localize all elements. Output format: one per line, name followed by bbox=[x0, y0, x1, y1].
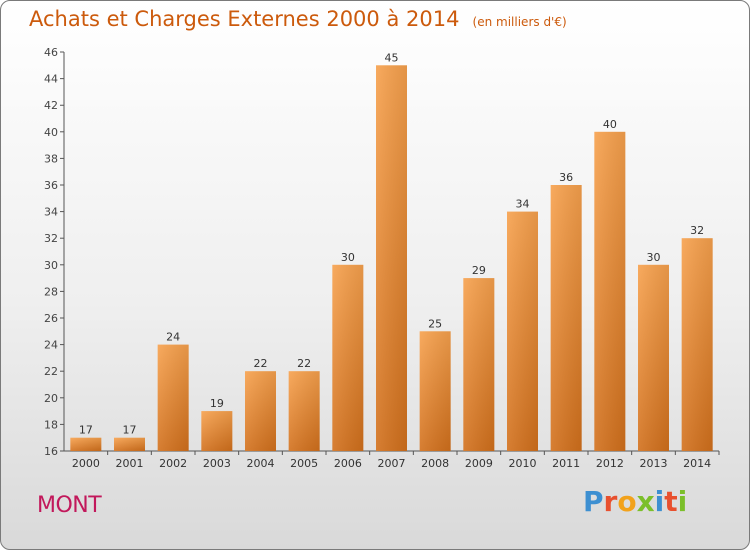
y-tick-label: 42 bbox=[44, 99, 58, 112]
x-tick-label: 2003 bbox=[203, 457, 231, 470]
logo-letter: i bbox=[654, 485, 665, 518]
chart-title-block: Achats et Charges Externes 2000 à 2014 (… bbox=[29, 7, 567, 31]
proxiti-logo: Proxiti bbox=[583, 485, 687, 518]
bar-shade bbox=[114, 437, 145, 451]
x-tick-label: 2012 bbox=[596, 457, 624, 470]
x-tick-label: 2006 bbox=[334, 457, 362, 470]
x-tick-label: 2011 bbox=[552, 457, 580, 470]
chart-labels: 17 2000 17 2001 24 2002 19 2003 22 2004 22 2005 30 20… bbox=[72, 51, 711, 470]
bar-value-label: 22 bbox=[254, 357, 268, 370]
bar-shade bbox=[376, 65, 407, 452]
x-tick-label: 2014 bbox=[683, 457, 711, 470]
bar-value-label: 30 bbox=[341, 251, 355, 264]
bar-shade bbox=[157, 344, 189, 451]
y-tick-label: 32 bbox=[44, 232, 58, 245]
y-tick-label: 28 bbox=[44, 285, 58, 298]
chart-axes: 16 18 20 22 24 26 28 30 32 34 36 38 40 42 44 46 bbox=[44, 46, 720, 458]
bar-value-label: 25 bbox=[428, 317, 442, 330]
y-tick-label: 18 bbox=[44, 418, 58, 431]
y-tick-label: 38 bbox=[44, 152, 58, 165]
x-tick-label: 2004 bbox=[247, 457, 275, 470]
y-tick-label: 30 bbox=[44, 259, 58, 272]
x-tick-label: 2009 bbox=[465, 457, 493, 470]
bar-value-label: 40 bbox=[603, 118, 617, 131]
bar-value-label: 17 bbox=[123, 424, 137, 437]
y-tick-label: 34 bbox=[44, 206, 58, 219]
x-tick-label: 2007 bbox=[378, 457, 406, 470]
bar-shade bbox=[332, 264, 364, 451]
logo-letter: x bbox=[636, 485, 655, 518]
bar-shade bbox=[594, 131, 626, 452]
bar-shade bbox=[550, 185, 582, 451]
y-tick-label: 22 bbox=[44, 365, 58, 378]
bar-value-label: 22 bbox=[297, 357, 311, 370]
bar-shade bbox=[507, 211, 538, 451]
y-tick-label: 26 bbox=[44, 312, 58, 325]
logo-letter: r bbox=[603, 485, 618, 518]
x-tick-label: 2010 bbox=[509, 457, 537, 470]
town-name: MONT bbox=[37, 493, 102, 518]
bar-value-label: 45 bbox=[385, 51, 399, 64]
logo-letter: P bbox=[583, 485, 604, 518]
y-tick-label: 46 bbox=[44, 46, 58, 59]
bar-value-label: 34 bbox=[516, 198, 530, 211]
y-tick-label: 40 bbox=[44, 126, 58, 139]
x-tick-label: 2001 bbox=[116, 457, 144, 470]
bar-shade bbox=[681, 238, 713, 451]
x-tick-label: 2008 bbox=[421, 457, 449, 470]
bar-value-label: 30 bbox=[647, 251, 661, 264]
bar-shade bbox=[463, 278, 495, 451]
chart-bars bbox=[70, 65, 713, 452]
y-tick-label: 16 bbox=[44, 445, 58, 458]
logo-letter: t bbox=[664, 485, 678, 518]
bar-shade bbox=[201, 411, 233, 451]
y-tick-label: 36 bbox=[44, 179, 58, 192]
y-tick-label: 44 bbox=[44, 73, 58, 86]
y-tick-label: 24 bbox=[44, 339, 58, 352]
bar-shade bbox=[288, 371, 320, 451]
chart-title: Achats et Charges Externes 2000 à 2014 bbox=[29, 7, 460, 31]
bar-value-label: 19 bbox=[210, 397, 224, 410]
x-tick-label: 2005 bbox=[290, 457, 318, 470]
bar-shade bbox=[245, 371, 276, 451]
x-tick-label: 2002 bbox=[159, 457, 187, 470]
bar-shade bbox=[70, 437, 102, 451]
bar-value-label: 24 bbox=[166, 331, 180, 344]
chart-subtitle: (en milliers d'€) bbox=[472, 15, 567, 29]
bar-shade bbox=[419, 331, 451, 451]
x-tick-label: 2013 bbox=[640, 457, 668, 470]
x-tick-label: 2000 bbox=[72, 457, 100, 470]
bar-value-label: 17 bbox=[79, 424, 93, 437]
logo-letter: o bbox=[617, 485, 637, 518]
bar-value-label: 36 bbox=[559, 171, 573, 184]
bar-shade bbox=[638, 264, 669, 451]
logo-letter: i bbox=[677, 485, 688, 518]
bar-value-label: 29 bbox=[472, 264, 486, 277]
bar-value-label: 32 bbox=[690, 224, 704, 237]
y-tick-label: 20 bbox=[44, 392, 58, 405]
